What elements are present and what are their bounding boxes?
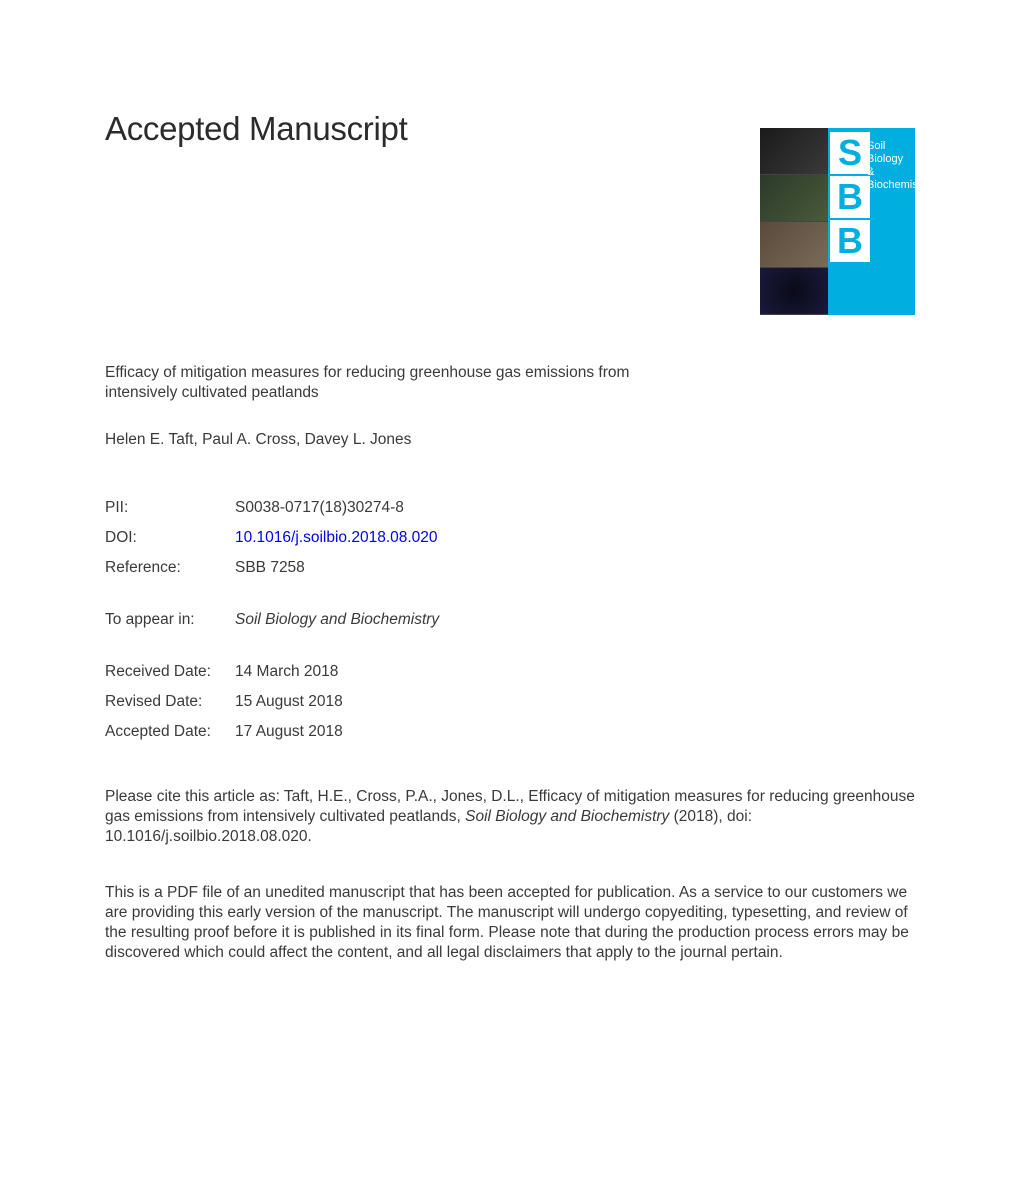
disclaimer-text: This is a PDF file of an unedited manusc… bbox=[105, 883, 915, 963]
meta-row-doi: DOI: 10.1016/j.soilbio.2018.08.020 bbox=[105, 523, 915, 553]
meta-row-received: Received Date: 14 March 2018 bbox=[105, 657, 915, 687]
doi-label: DOI: bbox=[105, 523, 235, 553]
citation-journal: Soil Biology and Biochemistry bbox=[465, 808, 669, 825]
accepted-label: Accepted Date: bbox=[105, 717, 235, 747]
cover-title-line1: Soil Biology & bbox=[867, 140, 903, 178]
received-label: Received Date: bbox=[105, 657, 235, 687]
cover-image-column bbox=[760, 128, 828, 315]
journal-cover-thumbnail: S B B Soil Biology & Biochemistry bbox=[760, 110, 915, 315]
doi-link[interactable]: 10.1016/j.soilbio.2018.08.020 bbox=[235, 523, 438, 553]
cover-image-3 bbox=[760, 222, 828, 269]
meta-block-3: Received Date: 14 March 2018 Revised Dat… bbox=[105, 657, 915, 747]
cover-letter-b2: B bbox=[830, 220, 870, 262]
reference-label: Reference: bbox=[105, 553, 235, 583]
reference-value: SBB 7258 bbox=[235, 553, 305, 583]
pii-value: S0038-0717(18)30274-8 bbox=[235, 493, 404, 523]
cover-image-1 bbox=[760, 128, 828, 175]
cover-letter-b1: B bbox=[830, 176, 870, 218]
meta-row-to-appear: To appear in: Soil Biology and Biochemis… bbox=[105, 605, 915, 635]
accepted-value: 17 August 2018 bbox=[235, 717, 343, 747]
meta-row-revised: Revised Date: 15 August 2018 bbox=[105, 687, 915, 717]
pii-label: PII: bbox=[105, 493, 235, 523]
meta-block-2: To appear in: Soil Biology and Biochemis… bbox=[105, 605, 915, 635]
to-appear-value: Soil Biology and Biochemistry bbox=[235, 605, 439, 635]
article-title: Efficacy of mitigation measures for redu… bbox=[105, 363, 685, 403]
revised-value: 15 August 2018 bbox=[235, 687, 343, 717]
cover-image-2 bbox=[760, 175, 828, 222]
meta-row-reference: Reference: SBB 7258 bbox=[105, 553, 915, 583]
cover-image-4 bbox=[760, 268, 828, 315]
cover-title-line2: Biochemistry bbox=[867, 179, 915, 191]
received-value: 14 March 2018 bbox=[235, 657, 338, 687]
page-heading: Accepted Manuscript bbox=[105, 110, 407, 148]
meta-block-1: PII: S0038-0717(18)30274-8 DOI: 10.1016/… bbox=[105, 493, 915, 583]
cover-journal-title: Soil Biology & Biochemistry bbox=[867, 140, 909, 192]
cover-letter-s: S bbox=[830, 132, 870, 174]
citation-text: Please cite this article as: Taft, H.E.,… bbox=[105, 787, 915, 847]
meta-row-accepted: Accepted Date: 17 August 2018 bbox=[105, 717, 915, 747]
to-appear-label: To appear in: bbox=[105, 605, 235, 635]
cover-top-strip bbox=[760, 110, 915, 128]
header-row: Accepted Manuscript S B B Soil Biology &… bbox=[105, 110, 915, 315]
authors-list: Helen E. Taft, Paul A. Cross, Davey L. J… bbox=[105, 431, 915, 449]
cover-letters: S B B bbox=[830, 132, 870, 262]
revised-label: Revised Date: bbox=[105, 687, 235, 717]
meta-row-pii: PII: S0038-0717(18)30274-8 bbox=[105, 493, 915, 523]
